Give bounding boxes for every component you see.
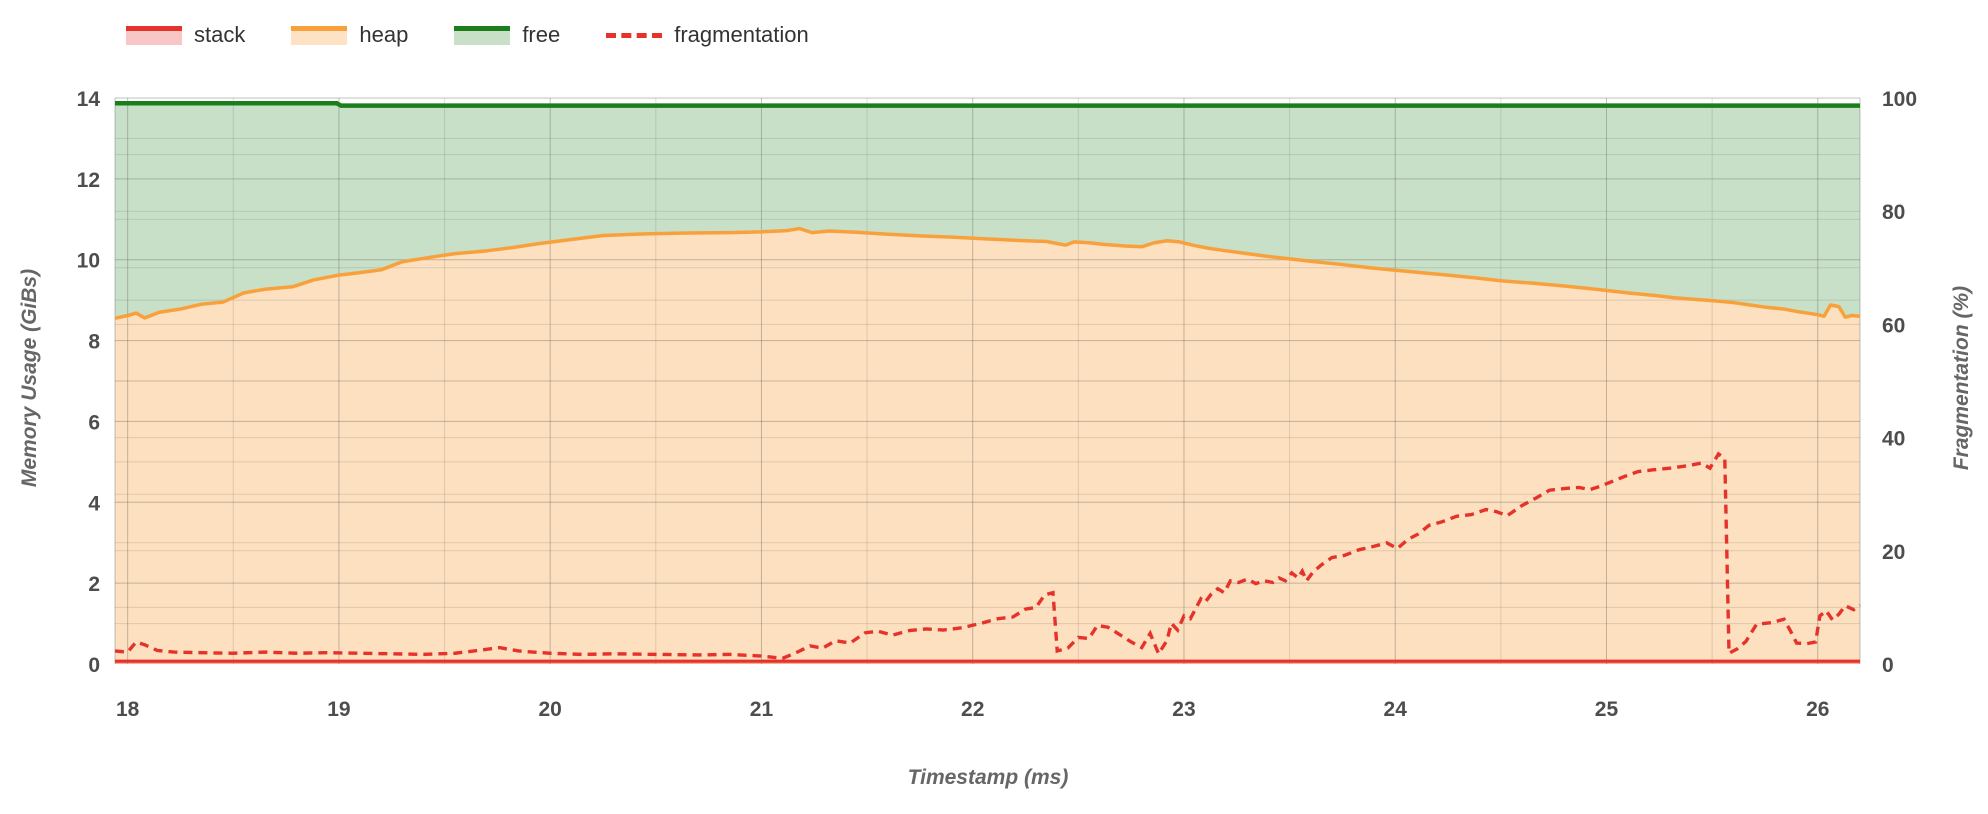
- x-tick-label: 22: [961, 698, 984, 721]
- legend: stack heap free fragmentation: [126, 20, 809, 50]
- free-swatch-icon: [454, 26, 511, 45]
- y-left-tick-label: 2: [88, 573, 100, 596]
- heap-line: [114, 226, 1861, 321]
- y-right-tick-label: 60: [1882, 314, 1905, 337]
- fragmentation-line: [114, 451, 1861, 661]
- y-right-tick-label: 40: [1882, 428, 1905, 451]
- free-area: [115, 103, 1860, 319]
- heap-area: [115, 228, 1860, 664]
- gridlines: [114, 97, 1861, 664]
- y-right-tick-label: 100: [1882, 88, 1917, 111]
- y-left-tick-label: 0: [88, 654, 100, 677]
- x-tick-label: 25: [1595, 698, 1619, 721]
- legend-label: free: [522, 22, 561, 47]
- legend-label: stack: [194, 22, 246, 47]
- x-axis-title: Timestamp (ms): [907, 766, 1069, 789]
- legend-item-stack[interactable]: stack: [126, 20, 245, 50]
- x-tick-label: 20: [539, 698, 562, 721]
- y-right-tick-label: 20: [1882, 541, 1905, 564]
- x-tick-label: 26: [1806, 698, 1829, 721]
- legend-label: fragmentation: [674, 22, 809, 47]
- y-left-tick-label: 14: [77, 88, 101, 111]
- legend-item-heap[interactable]: heap: [291, 20, 408, 50]
- y-right-tick-label: 80: [1882, 201, 1905, 224]
- y-left-tick-label: 12: [77, 169, 100, 192]
- stack-swatch-icon: [126, 26, 182, 45]
- heap-swatch-icon: [291, 26, 348, 45]
- y-right-tick-label: 0: [1882, 654, 1894, 677]
- y-right-axis-title: Fragmentation (%): [1950, 285, 1973, 471]
- y-left-tick-label: 6: [88, 411, 100, 434]
- legend-label: heap: [359, 22, 409, 47]
- y-left-tick-label: 4: [88, 492, 100, 515]
- x-tick-label: 23: [1172, 698, 1195, 721]
- x-tick-label: 18: [116, 698, 140, 721]
- legend-item-free[interactable]: free: [454, 20, 560, 50]
- y-left-tick-label: 8: [88, 331, 100, 354]
- free-line: [115, 101, 1860, 108]
- y-left-tick-label: 10: [77, 250, 100, 273]
- x-tick-label: 19: [327, 698, 350, 721]
- x-tick-label: 21: [750, 698, 774, 721]
- legend-item-fragmentation[interactable]: fragmentation: [606, 20, 809, 50]
- y-left-axis-title: Memory Usage (GiBs): [18, 268, 41, 488]
- x-tick-label: 24: [1384, 698, 1408, 721]
- fragmentation-swatch-icon: [606, 33, 663, 38]
